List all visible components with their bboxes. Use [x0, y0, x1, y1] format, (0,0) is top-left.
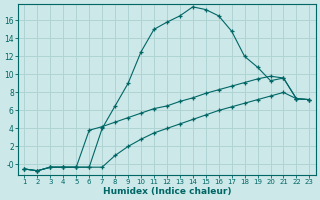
X-axis label: Humidex (Indice chaleur): Humidex (Indice chaleur) [103, 187, 231, 196]
